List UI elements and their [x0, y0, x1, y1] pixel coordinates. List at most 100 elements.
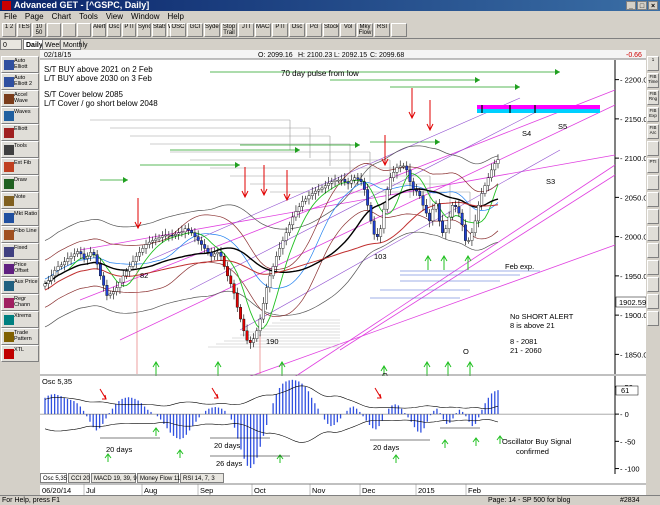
tool-button-15[interactable]: Xtrems: [1, 311, 39, 328]
tool-label: Auto Elliott 2: [14, 75, 33, 87]
toolbar-button-6[interactable]: Alert: [92, 23, 106, 37]
right-tool-4[interactable]: FIB Arc: [647, 124, 659, 139]
tool-button-6[interactable]: Ext Fib: [1, 158, 39, 175]
indicator-tab-1[interactable]: CCI 20: [68, 473, 90, 483]
indicator-tab-0[interactable]: Osc 5,35: [40, 473, 67, 483]
tab-weekly[interactable]: Weekly: [42, 39, 68, 50]
menu-item-view[interactable]: View: [105, 12, 124, 21]
osc-bars: [44, 379, 499, 469]
price-tick-label: - 2200.00: [620, 76, 646, 85]
tool-button-13[interactable]: Aux Price: [1, 277, 39, 294]
x-label: Oct: [254, 486, 267, 495]
chart-area[interactable]: 02/18/15 O: 2099.16 H: 2100.23 L: 2092.1…: [40, 50, 652, 496]
toolbar-button-24[interactable]: RSI: [374, 23, 390, 37]
tool-button-10[interactable]: Fibo Line: [1, 226, 39, 243]
indicator-tab-4[interactable]: RSI 14, 7, 3: [180, 473, 224, 483]
toolbar-button-19[interactable]: Osc: [289, 23, 305, 37]
toolbar-button-8[interactable]: PTI: [122, 23, 136, 37]
toolbar-button-5[interactable]: [77, 23, 91, 37]
blue-ma: [44, 181, 499, 289]
price-tick-label: - 1950.00: [620, 272, 646, 281]
tool-button-1[interactable]: Auto Elliott 2: [1, 73, 39, 90]
toolbar-button-2[interactable]: 10 50: [32, 23, 46, 37]
candle: [43, 283, 47, 287]
indicator-tabs: Osc 5,35 CCI 20 MACD 19, 39, 9 Money Flow 1…: [40, 473, 330, 483]
toolbar-button-23[interactable]: Mky Flow: [357, 23, 373, 37]
toolbar-button-3[interactable]: [47, 23, 61, 37]
toolbar-button-13[interactable]: GCI: [187, 23, 203, 37]
right-tool-8[interactable]: [647, 192, 659, 207]
toolbar-button-16[interactable]: JTI: [238, 23, 254, 37]
toolbar-button-0[interactable]: 1 2: [2, 23, 16, 37]
minimize-button[interactable]: _: [626, 1, 636, 10]
tool-button-16[interactable]: Trade Pattern: [1, 328, 39, 345]
tool-button-11[interactable]: Fixed: [1, 243, 39, 260]
toolbar-button-7[interactable]: Osc: [107, 23, 121, 37]
toolbar-button-17[interactable]: MACD: [255, 23, 271, 37]
toolbar-button-20[interactable]: Pcl: [306, 23, 322, 37]
tool-button-2[interactable]: Accel Wave: [1, 90, 39, 107]
x-label: Jul: [86, 486, 96, 495]
candle: [447, 216, 451, 229]
right-tool-3[interactable]: FIB Exp: [647, 107, 659, 122]
toolbar-button-25[interactable]: [391, 23, 407, 37]
menu-item-tools[interactable]: Tools: [79, 12, 98, 21]
right-tool-5[interactable]: [647, 141, 659, 156]
osc-panel[interactable]: [40, 376, 615, 474]
right-tool-10[interactable]: [647, 226, 659, 241]
tool-button-17[interactable]: XTL: [1, 345, 39, 362]
right-tool-11[interactable]: [647, 243, 659, 258]
right-tool-9[interactable]: [647, 209, 659, 224]
annotation-lt-buy: L/T BUY above 2030 on 3 Feb: [44, 74, 152, 83]
candle: [147, 241, 151, 245]
indicator-tab-3[interactable]: Money Flow 11: [137, 473, 180, 483]
toolbar-button-9[interactable]: Sync: [137, 23, 151, 37]
toolbar-button-22[interactable]: Vol: [340, 23, 356, 37]
osc-ann-buy-signal: Oscillator Buy Signal: [502, 437, 572, 446]
tool-button-4[interactable]: Elliott: [1, 124, 39, 141]
tab-monthly[interactable]: Monthly: [60, 39, 88, 50]
fan-line: [239, 149, 561, 331]
right-tool-7[interactable]: [647, 175, 659, 190]
toolbar-button-21[interactable]: Stock: [323, 23, 339, 37]
candle: [340, 179, 343, 181]
close-button[interactable]: ×: [648, 1, 658, 10]
chart-svg[interactable]: 02/18/15 O: 2099.16 H: 2100.23 L: 2092.1…: [40, 50, 652, 496]
tool-button-5[interactable]: Tools: [1, 141, 39, 158]
tool-button-14[interactable]: Regr Chann: [1, 294, 39, 311]
annotation-8-value: 8 - 2081: [510, 337, 538, 346]
right-tool-6[interactable]: PTI: [647, 158, 659, 173]
candle: [252, 338, 255, 343]
right-tool-2[interactable]: FIB Rng: [647, 90, 659, 105]
menu-item-file[interactable]: File: [4, 12, 17, 21]
right-tool-13[interactable]: [647, 277, 659, 292]
menu-item-window[interactable]: Window: [131, 12, 160, 21]
tool-button-9[interactable]: Mkt Ratio: [1, 209, 39, 226]
menu-item-page[interactable]: Page: [24, 12, 44, 21]
osc-lower-band: [44, 419, 499, 443]
tab-daily[interactable]: Daily: [23, 39, 43, 50]
right-tool-14[interactable]: [647, 294, 659, 309]
toolbar-button-18[interactable]: PTI: [272, 23, 288, 37]
tool-button-8[interactable]: Note: [1, 192, 39, 209]
toolbar-button-14[interactable]: Sydes: [204, 23, 220, 37]
tab-left[interactable]: 0: [0, 39, 22, 50]
tool-button-7[interactable]: Draw: [1, 175, 39, 192]
tool-button-12[interactable]: Price Offset: [1, 260, 39, 277]
toolbar-button-12[interactable]: OSC: [170, 23, 186, 37]
toolbar-button-15[interactable]: Stop Trail: [221, 23, 237, 37]
tool-button-3[interactable]: Waves: [1, 107, 39, 124]
menu-item-chart[interactable]: Chart: [51, 12, 72, 21]
right-tool-1[interactable]: FIB Time: [647, 73, 659, 88]
indicator-tab-2[interactable]: MACD 19, 39, 9: [91, 473, 137, 483]
trade-pattern-icon: [4, 332, 14, 342]
right-tool-12[interactable]: [647, 260, 659, 275]
right-tool-15[interactable]: [647, 311, 659, 326]
menu-item-help[interactable]: Help: [167, 12, 184, 21]
tool-button-0[interactable]: Auto Elliott: [1, 56, 39, 73]
toolbar-button-10[interactable]: Stats: [152, 23, 166, 37]
toolbar-button-4[interactable]: [62, 23, 76, 37]
toolbar-button-1[interactable]: TEST: [17, 23, 31, 37]
right-tool-0[interactable]: 1: [647, 56, 659, 71]
maximize-button[interactable]: □: [637, 1, 647, 10]
